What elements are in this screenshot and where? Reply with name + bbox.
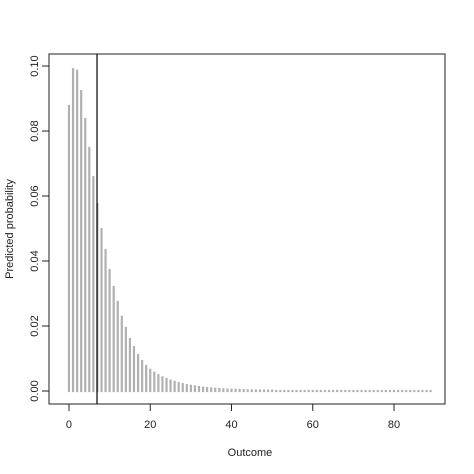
y-tick-label: 0.10: [29, 55, 41, 76]
y-tick-label: 0.02: [29, 315, 41, 336]
y-tick-label: 0.06: [29, 185, 41, 206]
x-tick-label: 60: [307, 419, 319, 431]
x-tick-label: 20: [144, 419, 156, 431]
y-tick-label: 0.04: [29, 250, 41, 271]
x-tick-label: 0: [66, 419, 72, 431]
y-tick-label: 0.00: [29, 380, 41, 401]
x-tick-label: 40: [225, 419, 237, 431]
x-tick-label: 80: [388, 419, 400, 431]
x-axis-label: Outcome: [228, 447, 273, 459]
y-tick-label: 0.08: [29, 120, 41, 141]
y-axis-label: Predicted probability: [4, 179, 16, 279]
plot-box: [48, 53, 446, 405]
